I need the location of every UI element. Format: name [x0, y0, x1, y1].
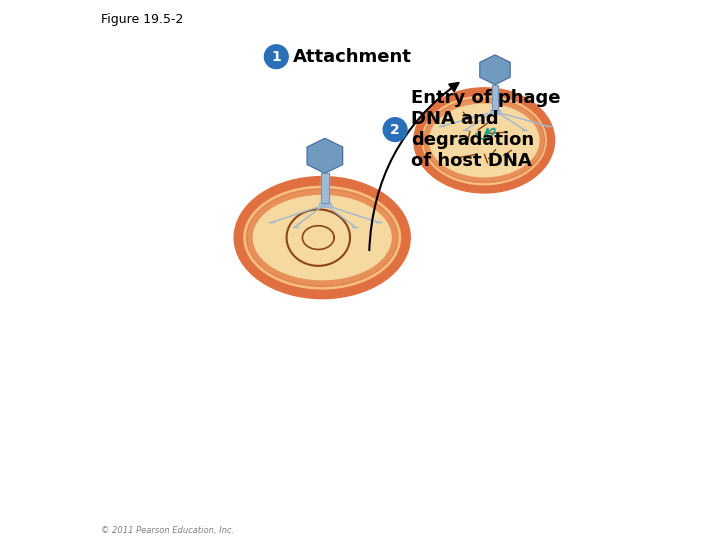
- Polygon shape: [307, 138, 343, 173]
- Text: Entry of phage
DNA and
degradation
of host DNA: Entry of phage DNA and degradation of ho…: [411, 90, 561, 170]
- Text: © 2011 Pearson Education, Inc.: © 2011 Pearson Education, Inc.: [101, 525, 234, 535]
- Text: Figure 19.5-2: Figure 19.5-2: [101, 14, 183, 26]
- Circle shape: [383, 118, 407, 141]
- Polygon shape: [321, 173, 328, 203]
- Text: Attachment: Attachment: [292, 48, 411, 66]
- Circle shape: [264, 45, 288, 69]
- Polygon shape: [490, 110, 500, 113]
- Ellipse shape: [253, 195, 391, 280]
- Polygon shape: [492, 85, 498, 110]
- Text: 2: 2: [390, 123, 400, 137]
- Polygon shape: [480, 55, 510, 85]
- Ellipse shape: [422, 96, 546, 185]
- Polygon shape: [319, 203, 331, 207]
- Ellipse shape: [414, 88, 554, 193]
- Text: 1: 1: [271, 50, 282, 64]
- Ellipse shape: [246, 188, 398, 286]
- Ellipse shape: [430, 104, 539, 177]
- Ellipse shape: [244, 186, 400, 289]
- Ellipse shape: [234, 177, 410, 299]
- Ellipse shape: [424, 98, 544, 183]
